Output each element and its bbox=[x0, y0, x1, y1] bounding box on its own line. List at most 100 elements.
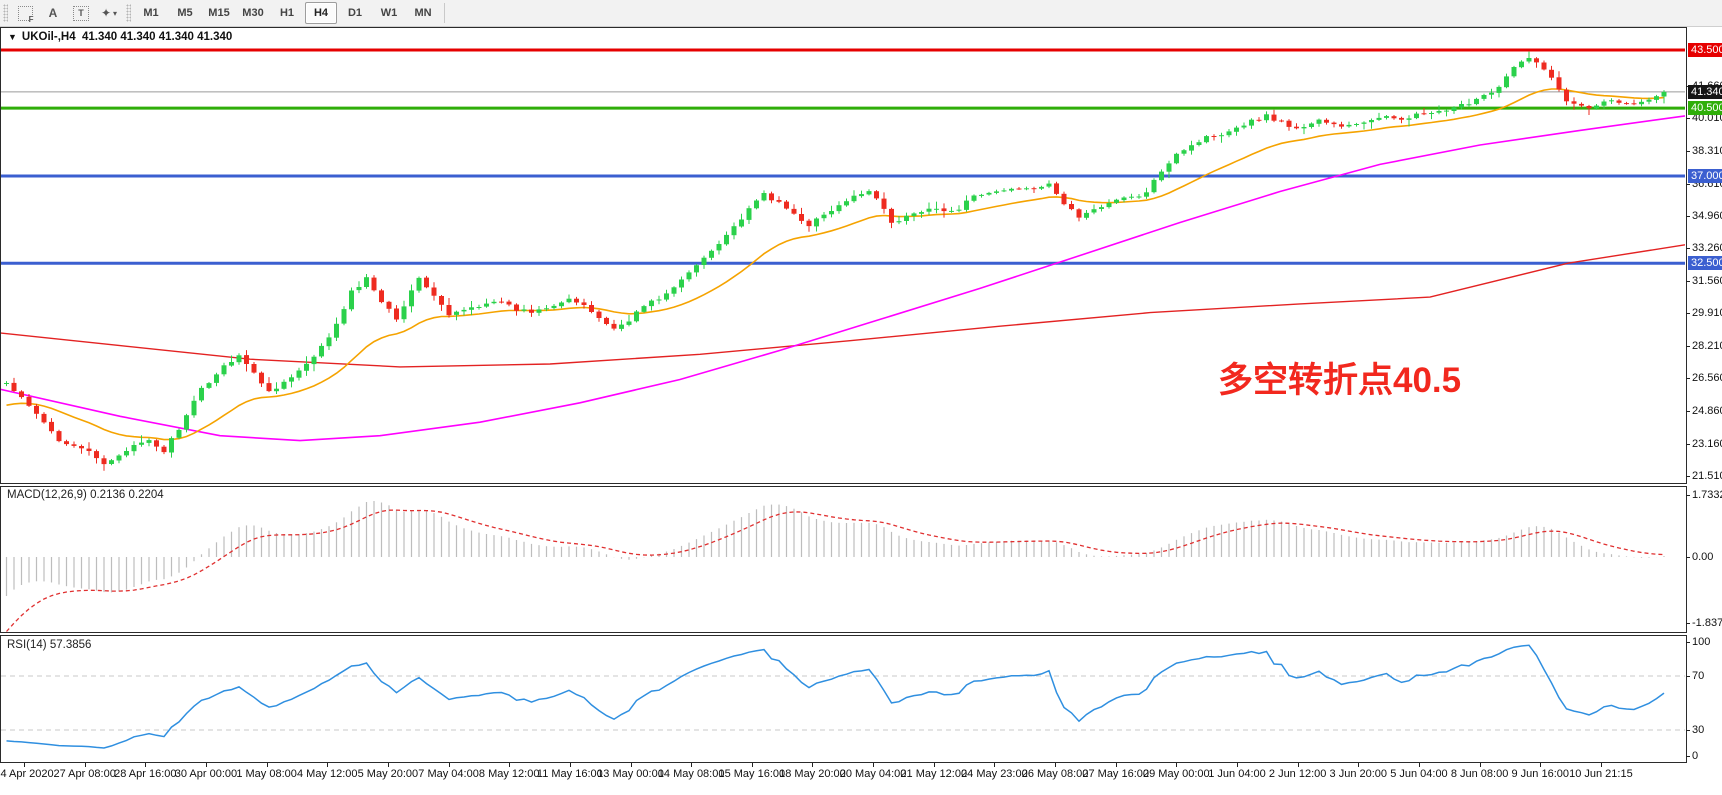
price-level-badge: 32.500 bbox=[1688, 256, 1722, 271]
price-axis-label: 38.310 bbox=[1692, 144, 1722, 157]
toolbar-grip[interactable] bbox=[126, 4, 131, 22]
time-axis-label: 20 May 04:00 bbox=[839, 768, 907, 780]
time-axis-tick bbox=[1115, 763, 1117, 767]
time-axis-label: 24 Apr 2020 bbox=[0, 768, 54, 780]
time-axis-tick bbox=[1358, 763, 1360, 767]
time-axis-tick bbox=[448, 763, 450, 767]
time-axis-label: 2 Jun 12:00 bbox=[1268, 768, 1327, 780]
price-axis-label: 21.510 bbox=[1692, 470, 1722, 483]
time-axis-tick bbox=[1418, 763, 1420, 767]
time-axis-tick bbox=[873, 763, 875, 767]
time-axis-label: 1 May 08:00 bbox=[236, 768, 297, 780]
time-axis-tick bbox=[812, 763, 814, 767]
arrows-tool-icon[interactable]: ✦ ▾ bbox=[100, 6, 118, 20]
time-axis-tick bbox=[84, 763, 86, 767]
macd-pane[interactable] bbox=[0, 486, 1687, 633]
price-level-badge: 37.000 bbox=[1688, 168, 1722, 183]
time-axis-label: 14 May 08:00 bbox=[657, 768, 725, 780]
rsi-axis-label: 30 bbox=[1692, 724, 1705, 736]
timeframe-button-w1[interactable]: W1 bbox=[380, 7, 398, 19]
price-axis-label: 40.010 bbox=[1692, 111, 1722, 124]
time-axis-tick bbox=[205, 763, 207, 767]
time-axis-tick bbox=[24, 763, 25, 767]
time-axis-tick bbox=[994, 763, 996, 767]
time-axis-tick bbox=[751, 763, 753, 767]
time-axis-label: 11 May 16:00 bbox=[536, 768, 603, 780]
price-axis-label: 26.560 bbox=[1692, 372, 1722, 385]
price-axis-label: 34.960 bbox=[1692, 209, 1722, 222]
time-axis-label: 28 Apr 16:00 bbox=[114, 768, 177, 780]
time-axis-label: 18 May 20:00 bbox=[779, 768, 846, 780]
time-axis-tick bbox=[1600, 763, 1602, 767]
time-axis-label: 3 Jun 20:00 bbox=[1329, 768, 1388, 780]
rsi-axis-label: 70 bbox=[1692, 670, 1705, 682]
time-axis-label: 7 May 04:00 bbox=[418, 768, 479, 780]
time-axis-tick bbox=[145, 763, 147, 767]
time-axis-label: 5 May 20:00 bbox=[357, 768, 419, 780]
timeframe-button-m15[interactable]: M15 bbox=[208, 7, 230, 19]
label-tool-icon[interactable]: T bbox=[69, 3, 93, 23]
time-axis-tick bbox=[1055, 763, 1057, 767]
timeframe-button-mn[interactable]: MN bbox=[414, 7, 432, 19]
price-axis-label: 31.560 bbox=[1692, 275, 1722, 288]
time-axis-tick bbox=[1479, 763, 1481, 767]
time-axis-label: 1 Jun 04:00 bbox=[1208, 768, 1266, 780]
time-axis-label: 8 Jun 08:00 bbox=[1450, 768, 1509, 780]
price-axis-label: 36.610 bbox=[1692, 177, 1722, 190]
time-axis-label: 4 May 12:00 bbox=[296, 768, 358, 780]
time-axis-tick bbox=[691, 763, 693, 767]
price-level-badge: 43.500 bbox=[1688, 42, 1722, 57]
time-axis-tick bbox=[509, 763, 511, 767]
price-level-badge: 40.500 bbox=[1688, 101, 1722, 116]
time-axis-label: 26 May 08:00 bbox=[1021, 768, 1089, 780]
time-axis-tick bbox=[933, 763, 935, 767]
fibo-grid-tool-icon[interactable]: F bbox=[13, 3, 37, 24]
timeframe-button-m1[interactable]: M1 bbox=[143, 7, 159, 19]
time-axis-label: 30 Apr 00:00 bbox=[174, 768, 238, 780]
price-axis-label: 24.860 bbox=[1692, 405, 1722, 418]
time-axis-label: 15 May 16:00 bbox=[718, 768, 786, 780]
timeframe-button-m5[interactable]: M5 bbox=[177, 7, 193, 19]
toolbar: F A T ✦ ▾ M1 M5 M15 M30 H1 H4 D1 W1 MN bbox=[0, 0, 1722, 27]
macd-axis-label: -1.8375 bbox=[1692, 616, 1722, 629]
time-axis-tick bbox=[387, 763, 389, 767]
time-axis-label: 24 May 23:00 bbox=[961, 768, 1028, 780]
time-axis-label: 27 May 16:00 bbox=[1082, 768, 1150, 780]
time-axis-tick bbox=[1237, 763, 1238, 767]
time-axis-label: 13 May 00:00 bbox=[597, 768, 664, 780]
time-axis-tick bbox=[327, 763, 329, 767]
price-axis-label: 29.910 bbox=[1692, 307, 1722, 320]
price-axis-label: 33.260 bbox=[1692, 242, 1722, 255]
time-axis-label: 8 May 12:00 bbox=[478, 768, 540, 780]
rsi-axis-label: 0 bbox=[1692, 750, 1699, 762]
time-axis-tick bbox=[1176, 763, 1178, 767]
time-axis-label: 29 May 00:00 bbox=[1143, 768, 1210, 780]
timeframe-button-m30[interactable]: M30 bbox=[242, 7, 264, 19]
time-axis-label: 9 Jun 16:00 bbox=[1511, 768, 1570, 780]
time-axis-tick bbox=[1540, 763, 1542, 767]
price-chart-pane[interactable] bbox=[0, 27, 1687, 484]
text-tool-icon[interactable]: A bbox=[48, 6, 58, 20]
rsi-axis-label: 100 bbox=[1692, 636, 1711, 648]
time-axis-label: 21 May 12:00 bbox=[900, 768, 968, 780]
timeframe-button-d1[interactable]: D1 bbox=[347, 7, 363, 19]
toolbar-grip[interactable] bbox=[3, 4, 8, 22]
time-axis-tick bbox=[630, 763, 632, 767]
chevron-down-icon[interactable]: ▾ bbox=[113, 8, 118, 18]
time-axis-label: 10 Jun 21:15 bbox=[1569, 768, 1633, 780]
timeframe-button-h4[interactable]: H4 bbox=[305, 2, 337, 24]
macd-axis-label: 1.7332 bbox=[1692, 489, 1722, 502]
timeframe-group: M1 M5 M15 M30 H1 H4 D1 W1 MN bbox=[134, 2, 440, 24]
toolbar-separator bbox=[444, 3, 445, 23]
time-axis-tick bbox=[266, 763, 268, 767]
price-level-badge: 41.340 bbox=[1688, 84, 1722, 99]
time-axis-label: 27 Apr 08:00 bbox=[53, 768, 116, 780]
price-axis-label: 28.210 bbox=[1692, 340, 1722, 353]
timeframe-button-h1[interactable]: H1 bbox=[279, 7, 295, 19]
price-axis-label: 23.160 bbox=[1692, 438, 1722, 451]
time-axis-tick bbox=[569, 763, 571, 767]
macd-axis-label: 0.00 bbox=[1692, 551, 1714, 563]
rsi-pane[interactable] bbox=[0, 635, 1687, 763]
time-axis-label: 5 Jun 04:00 bbox=[1390, 768, 1448, 780]
